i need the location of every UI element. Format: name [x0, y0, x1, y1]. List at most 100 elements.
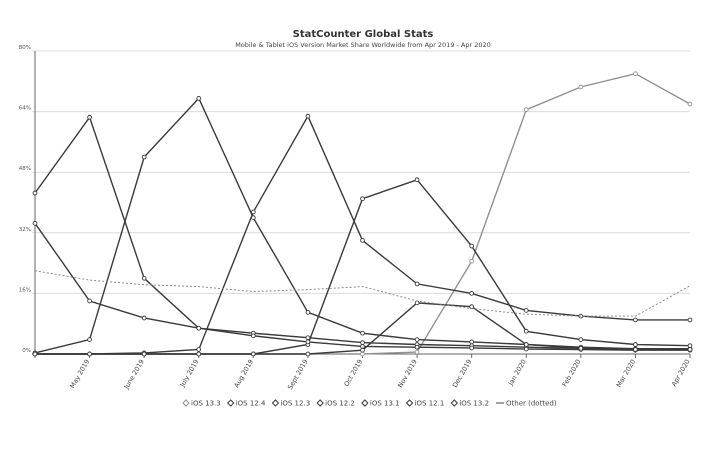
- data-point: [414, 344, 420, 350]
- x-tick-label: Feb 2020: [561, 358, 583, 388]
- data-point: [32, 220, 38, 226]
- data-point: [523, 346, 529, 352]
- data-point: [196, 95, 202, 101]
- legend-marker: [361, 399, 369, 407]
- series-line: [35, 72, 691, 355]
- data-point: [578, 345, 584, 351]
- x-tick-label: June 2019: [122, 358, 146, 391]
- data-point: [141, 154, 147, 160]
- data-point: [250, 351, 256, 357]
- data-point: [414, 300, 420, 306]
- series-ios-12-3: [32, 113, 693, 357]
- x-tick-label: Oct 2019: [342, 358, 364, 388]
- chart-subtitle: Mobile & Tablet iOS Version Market Share…: [235, 41, 491, 49]
- series-ios-13-2: [32, 300, 693, 357]
- x-tick-label: Jan 2020: [506, 358, 528, 388]
- legend-marker: [405, 399, 414, 407]
- data-point: [141, 351, 147, 357]
- data-point: [87, 298, 92, 304]
- legend-item[interactable]: iOS 12.1: [405, 399, 445, 408]
- data-point: [469, 304, 475, 310]
- data-point: [305, 309, 311, 315]
- series-line: [35, 178, 691, 355]
- series-line: [34, 270, 691, 317]
- y-tick-label: 48%: [19, 166, 31, 172]
- data-point: [87, 351, 92, 357]
- data-point: [469, 243, 475, 249]
- data-point: [469, 345, 475, 351]
- data-point: [87, 337, 92, 342]
- legend-item[interactable]: iOS 12.2: [316, 399, 355, 408]
- data-point: [360, 330, 365, 336]
- data-point: [305, 339, 311, 345]
- data-point: [305, 351, 311, 357]
- data-point: [196, 325, 202, 331]
- x-tick-label: Dec 2019: [451, 358, 474, 389]
- data-point: [523, 342, 529, 347]
- data-point: [360, 344, 365, 349]
- data-point: [633, 317, 638, 323]
- data-point: [469, 291, 475, 296]
- x-tick-label: Mar 2020: [615, 358, 637, 389]
- legend-label: iOS 13.3: [191, 400, 221, 408]
- series-lines: [32, 71, 693, 357]
- legend-label: iOS 12.4: [236, 400, 266, 408]
- legend-marker: [227, 399, 235, 407]
- data-point: [414, 349, 420, 355]
- data-point: [141, 275, 147, 281]
- x-tick-label: July 2019: [178, 358, 201, 389]
- legend-label: iOS 12.3: [280, 400, 310, 408]
- data-point: [32, 351, 38, 357]
- legend[interactable]: iOS 13.3 iOS 12.4 iOS 12.3 iOS 12.2 iOS 13.1…: [182, 399, 557, 408]
- legend-item[interactable]: iOS 12.4: [227, 399, 266, 408]
- legend-item[interactable]: iOS 12.3: [271, 399, 310, 408]
- legend-label: Other (dotted): [506, 400, 557, 408]
- data-point: [687, 101, 693, 107]
- data-point: [687, 317, 693, 323]
- legend-marker: [271, 399, 280, 407]
- data-point: [523, 107, 529, 113]
- legend-label: iOS 12.2: [325, 400, 355, 408]
- y-tick-label: 80%: [19, 45, 31, 51]
- data-point: [469, 258, 475, 264]
- data-point: [360, 238, 365, 243]
- data-point: [414, 337, 420, 342]
- series-other-dotted: [34, 270, 691, 317]
- data-point: [360, 347, 365, 353]
- legend-marker: [182, 399, 190, 407]
- data-point: [141, 315, 147, 321]
- data-point: [633, 347, 638, 352]
- x-axis: May 2019 June 2019 July 2019 Aug 2019 Sept 2…: [34, 354, 692, 391]
- data-point: [414, 281, 420, 287]
- y-axis: 0% 16% 32% 48% 64% 80%: [19, 45, 36, 354]
- legend-item[interactable]: iOS 13.3: [182, 399, 221, 408]
- series-line: [35, 114, 690, 355]
- data-point: [305, 113, 311, 119]
- data-point: [250, 209, 256, 215]
- legend-item[interactable]: Other (dotted): [496, 400, 557, 408]
- data-point: [578, 337, 584, 342]
- x-tick-label: Apr 2020: [670, 358, 692, 388]
- legend-label: iOS 13.1: [370, 400, 400, 408]
- data-point: [523, 308, 529, 313]
- data-point: [360, 196, 365, 202]
- series-ios-12-4: [32, 95, 693, 356]
- legend-label: iOS 13.2: [459, 400, 489, 408]
- data-point: [687, 347, 693, 352]
- data-point: [196, 351, 202, 357]
- data-point: [196, 347, 202, 352]
- x-tick-label: Sept 2019: [286, 358, 310, 391]
- data-point: [578, 84, 584, 90]
- legend-marker: [450, 399, 459, 407]
- data-point: [687, 343, 693, 349]
- y-tick-label: 64%: [19, 106, 31, 112]
- legend-label: iOS 12.1: [415, 400, 445, 408]
- legend-item[interactable]: iOS 13.2: [450, 399, 489, 408]
- y-tick-label: 16%: [19, 287, 31, 293]
- data-point: [633, 342, 638, 347]
- legend-item[interactable]: iOS 13.1: [361, 399, 400, 408]
- x-tick-label: Nov 2019: [396, 358, 419, 389]
- y-tick-label: 32%: [19, 227, 31, 233]
